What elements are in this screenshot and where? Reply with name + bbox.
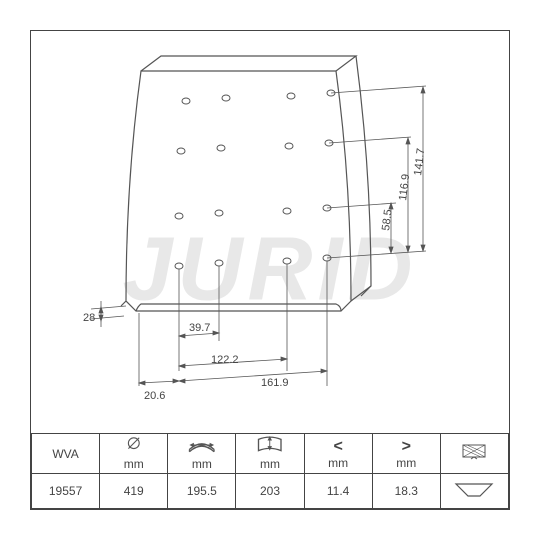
- gt-icon: >: [402, 438, 411, 455]
- dim-h3: 122.2: [211, 354, 239, 366]
- wva-label: WVA: [52, 447, 78, 461]
- col-profile: [440, 434, 508, 474]
- lt-icon: <: [333, 438, 342, 455]
- unit: mm: [124, 457, 144, 471]
- col-min: <mm: [304, 434, 372, 474]
- dim-h4: 161.9: [261, 377, 289, 389]
- val-profile: [440, 474, 508, 509]
- col-wva: WVA: [32, 434, 100, 474]
- dim-h1: 20.6: [144, 390, 165, 402]
- drawing-frame: JURID: [30, 30, 510, 510]
- unit: mm: [192, 457, 212, 471]
- profile-shape-icon: [454, 480, 494, 500]
- dim-v1: 58.5: [380, 209, 395, 232]
- val-width: 195.5: [168, 474, 236, 509]
- val-diam: 419: [100, 474, 168, 509]
- col-diam: mm: [100, 434, 168, 474]
- width-icon: [186, 436, 218, 454]
- spec-value-row: 19557 419 195.5 203 11.4 18.3: [32, 474, 509, 509]
- dim-v3: 141.7: [412, 148, 427, 177]
- unit: mm: [328, 456, 348, 470]
- diameter-icon: [123, 436, 145, 454]
- unit: mm: [396, 456, 416, 470]
- val-wva: 19557: [32, 474, 100, 509]
- spec-header-row: WVA mm mm: [32, 434, 509, 474]
- profile-icon: [461, 443, 487, 461]
- length-icon: [254, 436, 286, 454]
- val-max: 18.3: [372, 474, 440, 509]
- unit: mm: [260, 457, 280, 471]
- dim-h2: 39.7: [189, 322, 210, 334]
- dim-thickness: 28: [83, 312, 95, 324]
- col-max: >mm: [372, 434, 440, 474]
- val-length: 203: [236, 474, 304, 509]
- dim-v2: 116.9: [397, 173, 412, 201]
- val-min: 11.4: [304, 474, 372, 509]
- spec-table: WVA mm mm: [31, 433, 509, 509]
- col-width: mm: [168, 434, 236, 474]
- col-length: mm: [236, 434, 304, 474]
